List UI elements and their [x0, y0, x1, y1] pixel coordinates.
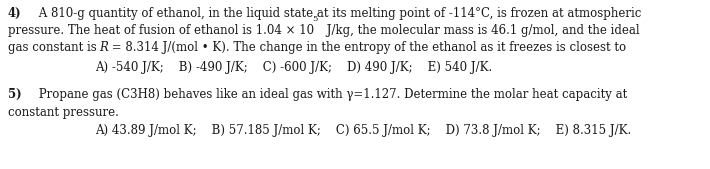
Text: gas constant is: gas constant is — [8, 41, 101, 54]
Text: = 8.314 J/(mol • K). The change in the entropy of the ethanol as it freezes is c: = 8.314 J/(mol • K). The change in the e… — [108, 41, 626, 54]
Text: Propane gas (C3H8) behaves like an ideal gas with γ=1.127. Determine the molar h: Propane gas (C3H8) behaves like an ideal… — [35, 88, 627, 101]
Text: A 810-g quantity of ethanol, in the liquid state at its melting point of -114°C,: A 810-g quantity of ethanol, in the liqu… — [35, 7, 641, 20]
Text: A) -540 J/K;    B) -490 J/K;    C) -600 J/K;    D) 490 J/K;    E) 540 J/K.: A) -540 J/K; B) -490 J/K; C) -600 J/K; D… — [95, 61, 492, 74]
Text: pressure. The heat of fusion of ethanol is 1.04 × 10: pressure. The heat of fusion of ethanol … — [8, 24, 314, 37]
Text: R: R — [99, 41, 108, 54]
Text: J/kg, the molecular mass is 46.1 g/mol, and the ideal: J/kg, the molecular mass is 46.1 g/mol, … — [322, 24, 639, 37]
Text: 4): 4) — [8, 7, 21, 20]
Text: constant pressure.: constant pressure. — [8, 106, 119, 119]
Text: 5: 5 — [312, 15, 317, 23]
Text: A) 43.89 J/mol K;    B) 57.185 J/mol K;    C) 65.5 J/mol K;    D) 73.8 J/mol K; : A) 43.89 J/mol K; B) 57.185 J/mol K; C) … — [95, 124, 631, 137]
Text: 5): 5) — [8, 88, 21, 101]
